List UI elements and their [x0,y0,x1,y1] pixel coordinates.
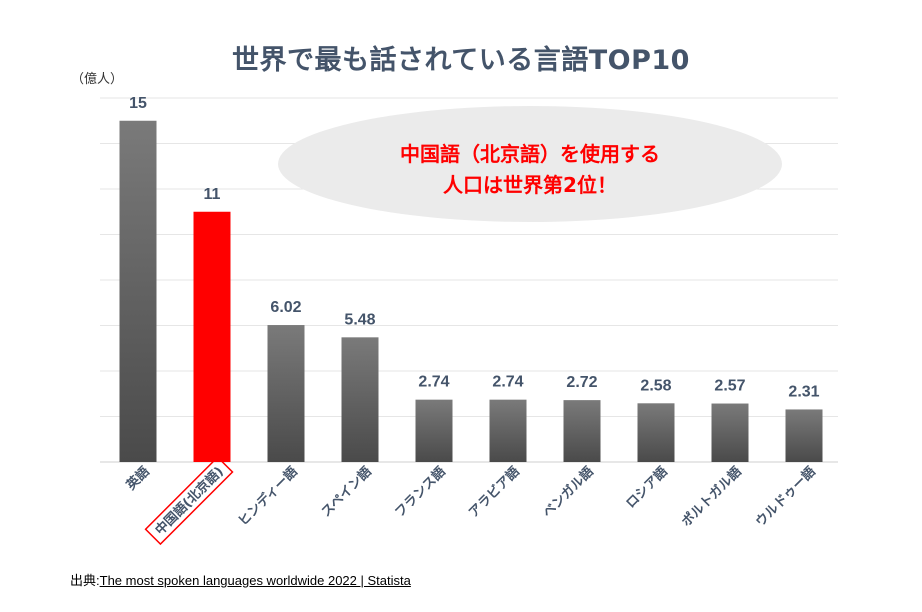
category-label: 中国語(北京語) [152,464,227,539]
bars [119,120,823,462]
bar [119,120,157,462]
category-label-group: 英語 [122,464,152,494]
bar [637,403,675,462]
value-label: 15 [129,95,147,112]
value-label: 2.74 [418,374,449,391]
category-label-group: ロシア語 [623,464,671,512]
category-labels: 英語 中国語(北京語) ヒンディー語 スペイン語 フランス語 アラビア語 ベンガル語 ロシア語… [122,456,819,546]
value-label: 5.48 [344,311,375,328]
bar [341,337,379,462]
source-citation: 出典:The most spoken languages worldwide 2… [70,570,411,589]
category-label-group: アラビア語 [466,464,523,521]
chart-title: 世界で最も話されている言語TOP10 [232,45,690,76]
value-label: 2.57 [714,378,745,395]
value-label: 2.72 [566,374,597,391]
y-axis-unit-label: （億人） [71,72,124,87]
category-label-group: フランス語 [392,464,449,521]
value-labels: 15 11 6.02 5.48 2.74 2.74 2.72 2.58 2.57 2.31 [129,95,820,401]
category-label-group: ベンガル語 [540,464,597,521]
category-label: 英語 [122,464,152,494]
category-label: ヒンディー語 [235,464,301,530]
bar [193,211,231,462]
source-link[interactable]: The most spoken languages worldwide 2022… [99,573,411,588]
value-label: 2.74 [492,374,523,391]
bar [563,400,601,462]
category-label: ロシア語 [623,464,671,512]
value-label: 2.31 [788,383,819,400]
category-label-group: ウルドゥー語 [752,464,818,530]
callout: 中国語（北京語）を使用する 人口は世界第2位！ [278,106,782,222]
category-label-group: 中国語(北京語) [144,456,234,546]
source-prefix: 出典: [70,573,100,588]
bar [489,399,527,462]
callout-ellipse [278,106,782,222]
bar [415,399,453,462]
category-label-group: ヒンディー語 [235,464,301,530]
value-label: 2.58 [640,377,671,394]
bar [267,325,305,462]
category-label: スペイン語 [318,464,375,521]
bar [711,403,749,462]
value-label: 11 [204,186,221,203]
category-label: フランス語 [392,464,449,521]
category-label: ウルドゥー語 [752,464,818,530]
category-label-group: ポルトガル語 [678,464,744,530]
category-label-group: スペイン語 [318,464,375,521]
bar [785,409,823,462]
category-label: ポルトガル語 [678,464,744,530]
category-label: ベンガル語 [540,464,597,521]
callout-line-2: 人口は世界第2位！ [443,173,617,197]
callout-line-1: 中国語（北京語）を使用する [400,142,660,166]
category-label: アラビア語 [466,464,523,521]
value-label: 6.02 [270,299,301,316]
highlight-label-box [144,456,234,546]
